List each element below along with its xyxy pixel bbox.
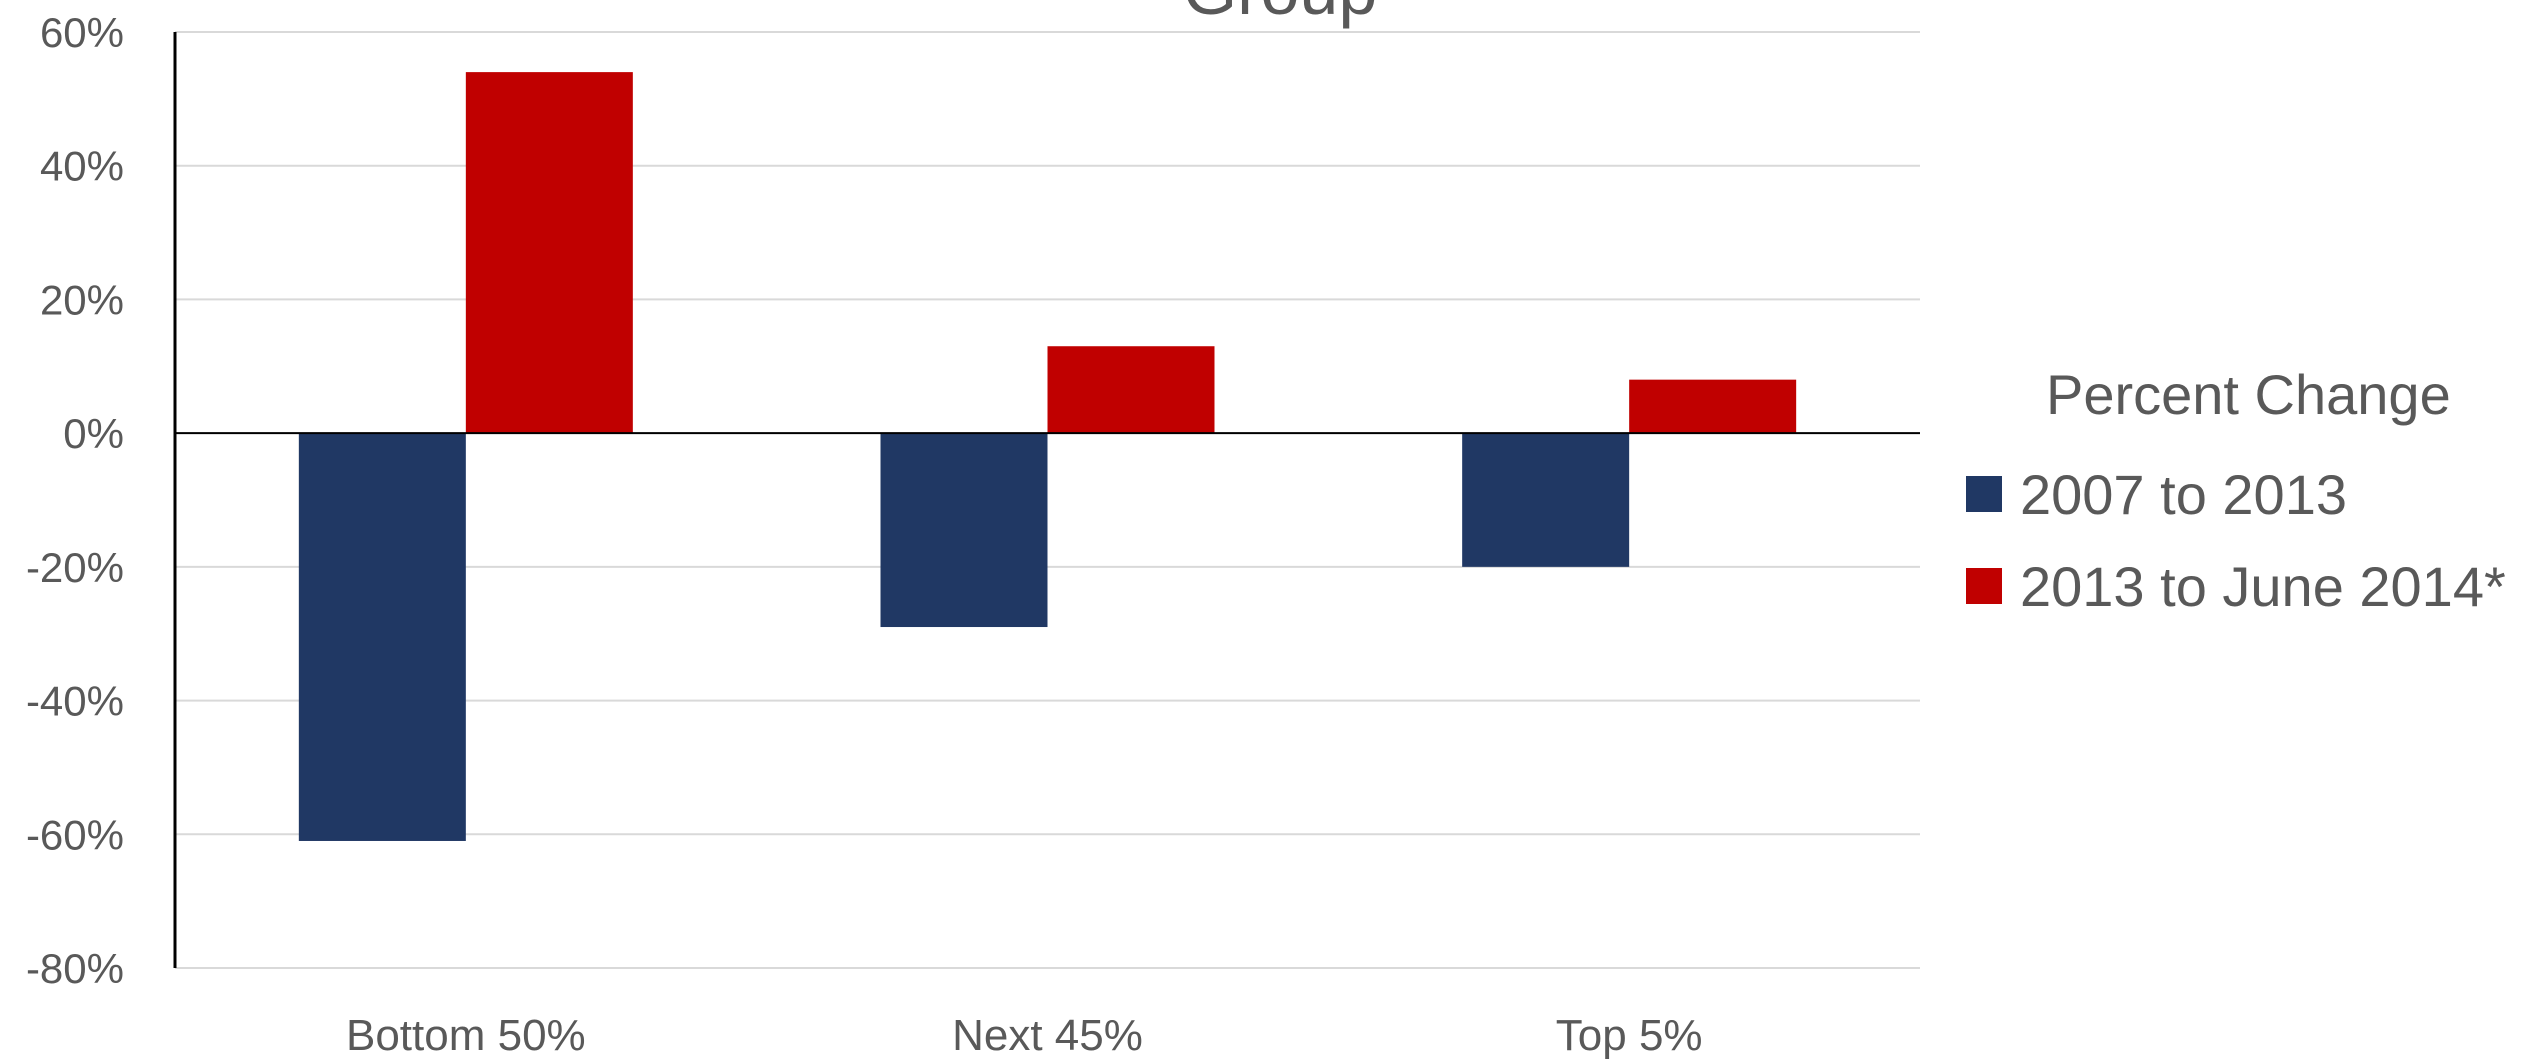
x-category-label: Bottom 50% <box>346 1011 586 1060</box>
legend-swatch-series-1 <box>1966 476 2002 512</box>
bars <box>298 72 1797 841</box>
x-category-label: Top 5% <box>1556 1011 1703 1060</box>
y-tick-label: 40% <box>40 143 124 190</box>
bar-series-2 <box>465 72 633 434</box>
legend: Percent Change 2007 to 2013 2013 to June… <box>1966 360 2526 632</box>
y-tick-label: 60% <box>40 9 124 56</box>
x-category-labels: Bottom 50% Next 45% Top 5% <box>346 1011 1703 1060</box>
y-tick-labels: 60% 40% 20% 0% -20% -40% -60% -80% <box>26 9 124 992</box>
legend-label-series-1: 2007 to 2013 <box>2020 462 2347 526</box>
legend-title: Percent Change <box>2046 363 2451 426</box>
bar-series-1 <box>880 433 1048 628</box>
axes <box>173 32 1920 968</box>
chart-title: Group <box>1183 0 1378 29</box>
y-tick-label: -40% <box>26 678 124 725</box>
bar-series-1 <box>298 433 466 841</box>
y-tick-label: -80% <box>26 945 124 992</box>
y-tick-label: 0% <box>63 410 124 457</box>
bar-series-2 <box>1047 346 1215 434</box>
bar-series-2 <box>1629 379 1797 434</box>
bar-series-1 <box>1462 433 1630 567</box>
legend-item-series-1: 2007 to 2013 <box>1966 448 2526 540</box>
legend-label-series-2: 2013 to June 2014* <box>2020 554 2506 618</box>
x-category-label: Next 45% <box>952 1011 1143 1060</box>
y-tick-label: 20% <box>40 276 124 323</box>
legend-swatch-series-2 <box>1966 568 2002 604</box>
y-tick-label: -60% <box>26 811 124 858</box>
y-tick-label: -20% <box>26 544 124 591</box>
legend-item-series-2: 2013 to June 2014* <box>1966 540 2526 632</box>
